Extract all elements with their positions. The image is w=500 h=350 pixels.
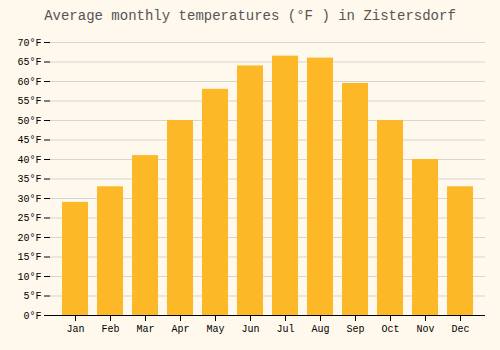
svg-text:70°F: 70°F — [17, 38, 41, 49]
svg-text:55°F: 55°F — [17, 96, 41, 107]
svg-text:5°F: 5°F — [23, 291, 41, 302]
svg-text:30°F: 30°F — [17, 194, 41, 205]
svg-text:May: May — [206, 324, 224, 335]
svg-text:Mar: Mar — [136, 324, 154, 335]
svg-text:Jul: Jul — [276, 324, 294, 335]
svg-text:20°F: 20°F — [17, 233, 41, 244]
svg-text:50°F: 50°F — [17, 116, 41, 127]
svg-text:60°F: 60°F — [17, 77, 41, 88]
svg-text:15°F: 15°F — [17, 252, 41, 263]
svg-text:Apr: Apr — [171, 324, 189, 335]
svg-text:0°F: 0°F — [23, 311, 41, 322]
svg-text:35°F: 35°F — [17, 174, 41, 185]
svg-text:25°F: 25°F — [17, 213, 41, 224]
html-text:Average monthly temperatures (: Average monthly temperatures (°F ) in Zi… — [44, 8, 456, 24]
svg-text:Sep: Sep — [346, 324, 364, 335]
svg-text:Jun: Jun — [241, 324, 259, 335]
svg-text:Dec: Dec — [451, 324, 469, 335]
svg-text:Nov: Nov — [416, 324, 434, 335]
svg-text:Oct: Oct — [381, 324, 399, 335]
svg-text:45°F: 45°F — [17, 135, 41, 146]
svg-text:Feb: Feb — [101, 324, 119, 335]
svg-text:10°F: 10°F — [17, 272, 41, 283]
svg-text:65°F: 65°F — [17, 57, 41, 68]
svg-text:Jan: Jan — [66, 324, 84, 335]
svg-text:40°F: 40°F — [17, 155, 41, 166]
svg-text:Aug: Aug — [311, 324, 329, 335]
